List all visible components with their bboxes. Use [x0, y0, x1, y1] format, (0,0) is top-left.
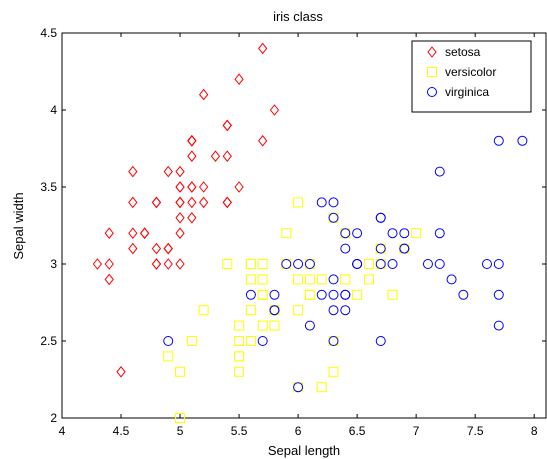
- x-tick-label: 6.5: [349, 424, 366, 438]
- x-tick-label: 4.5: [113, 424, 130, 438]
- legend: setosa versicolor virginica: [412, 41, 531, 112]
- legend-label-setosa: setosa: [445, 45, 481, 59]
- x-tick-label: 5: [177, 424, 184, 438]
- y-tick-label: 3.5: [40, 180, 57, 194]
- legend-label-versicolor: versicolor: [445, 65, 496, 79]
- y-tick-label: 3: [50, 257, 57, 271]
- y-tick-label: 4: [50, 103, 57, 117]
- x-axis-title: Sepal length: [268, 443, 340, 458]
- y-tick-label: 2.5: [40, 334, 57, 348]
- x-tick-label: 7: [413, 424, 420, 438]
- y-tick-label: 4.5: [40, 26, 57, 40]
- x-tick-label: 8: [531, 424, 538, 438]
- x-tick-label: 7.5: [467, 424, 484, 438]
- chart-title: iris class: [273, 9, 323, 24]
- y-axis-title: Sepal width: [11, 192, 26, 259]
- x-tick-label: 4: [59, 424, 66, 438]
- x-tick-label: 5.5: [231, 424, 248, 438]
- x-tick-label: 6: [295, 424, 302, 438]
- legend-label-virginica: virginica: [445, 85, 489, 99]
- y-tick-label: 2: [50, 411, 57, 425]
